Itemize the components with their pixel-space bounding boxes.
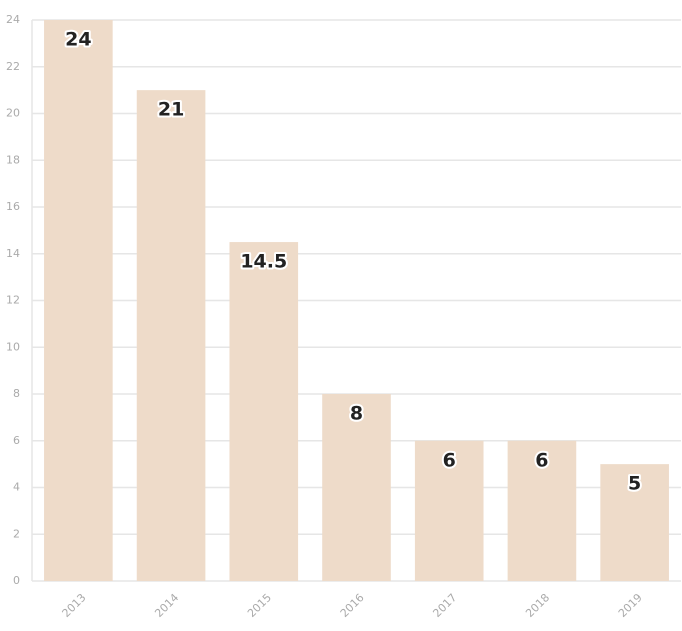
bar bbox=[44, 20, 113, 581]
y-tick-label: 6 bbox=[13, 434, 20, 447]
y-tick-label: 22 bbox=[6, 60, 20, 73]
value-label: 6 bbox=[443, 449, 456, 471]
bar bbox=[229, 242, 299, 581]
y-tick-label: 24 bbox=[6, 13, 20, 26]
y-tick-label: 10 bbox=[6, 340, 20, 353]
value-label: 5 bbox=[628, 473, 641, 495]
x-tick-label: 2016 bbox=[338, 591, 367, 620]
y-tick-label: 4 bbox=[13, 481, 20, 494]
x-tick-label: 2014 bbox=[152, 591, 181, 620]
bar bbox=[414, 440, 484, 581]
y-tick-label: 8 bbox=[13, 387, 20, 400]
value-label: 24 bbox=[65, 29, 91, 51]
y-tick-label: 0 bbox=[13, 574, 20, 587]
value-label: 8 bbox=[350, 403, 363, 425]
x-tick-label: 2019 bbox=[616, 591, 645, 620]
x-tick-label: 2013 bbox=[60, 591, 89, 620]
value-label: 14.5 bbox=[240, 251, 287, 273]
y-tick-label: 14 bbox=[6, 247, 20, 260]
y-tick-label: 16 bbox=[6, 200, 20, 213]
x-tick-label: 2018 bbox=[523, 591, 552, 620]
bar bbox=[136, 90, 206, 581]
y-tick-label: 2 bbox=[13, 527, 20, 540]
value-label: 21 bbox=[158, 99, 184, 121]
y-tick-label: 18 bbox=[6, 153, 20, 166]
bar bbox=[507, 440, 577, 581]
x-tick-label: 2017 bbox=[430, 591, 459, 620]
bar bbox=[600, 464, 669, 581]
bar bbox=[322, 394, 391, 581]
value-label: 6 bbox=[535, 449, 548, 471]
y-tick-label: 20 bbox=[6, 107, 20, 120]
x-tick-label: 2015 bbox=[245, 591, 274, 620]
y-tick-label: 12 bbox=[6, 294, 20, 307]
